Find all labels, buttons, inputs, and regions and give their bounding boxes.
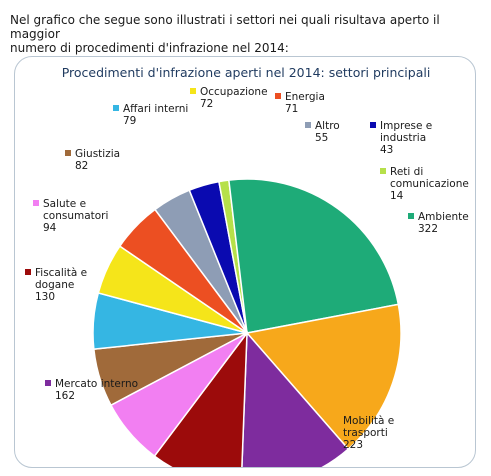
slice-name-10: Affari interni [123, 103, 188, 115]
slice-name-7: dogane [35, 279, 74, 291]
slice-name-7: Fiscalità e [35, 267, 87, 279]
pie-slice-4 [228, 178, 400, 334]
slice-name-3: Reti di [390, 166, 423, 178]
slice-name-4: Ambiente [418, 211, 469, 223]
intro-line-2: numero di procedimenti d'infrazione nel … [10, 41, 289, 55]
legend-swatch-5 [333, 417, 339, 423]
slice-name-5: Mobilità e [343, 415, 394, 427]
slice-value-2: 43 [380, 144, 393, 156]
intro-text: Nel grafico che segue sono illustrati i … [10, 13, 480, 55]
slice-name-3: comunicazione [390, 178, 469, 190]
slice-name-2: Imprese e [380, 120, 432, 132]
slice-value-10: 79 [123, 115, 136, 127]
legend-swatch-2 [370, 122, 376, 128]
slice-name-8: Salute e [43, 198, 86, 210]
pie-slice-7 [153, 330, 248, 467]
slice-name-1: Altro [315, 120, 340, 132]
slice-value-7: 130 [35, 291, 55, 303]
legend-swatch-3 [380, 168, 386, 174]
slice-name-5: trasporti [343, 427, 388, 439]
slice-name-12: Energia [285, 91, 325, 103]
slice-value-6: 162 [55, 390, 75, 402]
slice-value-4: 322 [418, 223, 438, 235]
legend-swatch-7 [25, 269, 31, 275]
chart-title: Procedimenti d'infrazione aperti nel 201… [62, 65, 431, 80]
slice-value-8: 94 [43, 222, 57, 234]
slice-name-2: industria [380, 132, 426, 144]
pie-slices [92, 178, 402, 467]
slice-value-9: 82 [75, 160, 88, 172]
legend-swatch-9 [65, 150, 71, 156]
pie-slice-5 [245, 303, 402, 451]
slice-name-8: consumatori [43, 210, 108, 222]
slice-name-6: Mercato interno [55, 378, 138, 390]
slice-name-11: Occupazione [200, 86, 268, 98]
slice-value-5: 223 [343, 439, 363, 451]
legend-swatch-4 [408, 213, 414, 219]
intro-line-1: Nel grafico che segue sono illustrati i … [10, 13, 440, 41]
slice-value-12: 71 [285, 103, 298, 115]
chart-frame: Procedimenti d'infrazione aperti nel 201… [14, 56, 476, 468]
legend-swatch-6 [45, 380, 51, 386]
legend-swatch-11 [190, 88, 196, 94]
slice-value-11: 72 [200, 98, 213, 110]
pie-slice-6 [241, 331, 350, 467]
slice-value-3: 14 [390, 190, 404, 202]
legend-swatch-8 [33, 200, 39, 206]
legend-swatch-10 [113, 105, 119, 111]
pie-slice-12 [118, 208, 248, 334]
pie-chart: Procedimenti d'infrazione aperti nel 201… [25, 65, 469, 467]
legend-swatch-12 [275, 93, 281, 99]
slice-value-1: 55 [315, 132, 328, 144]
legend-swatch-1 [305, 122, 311, 128]
slice-name-9: Giustizia [75, 148, 120, 160]
